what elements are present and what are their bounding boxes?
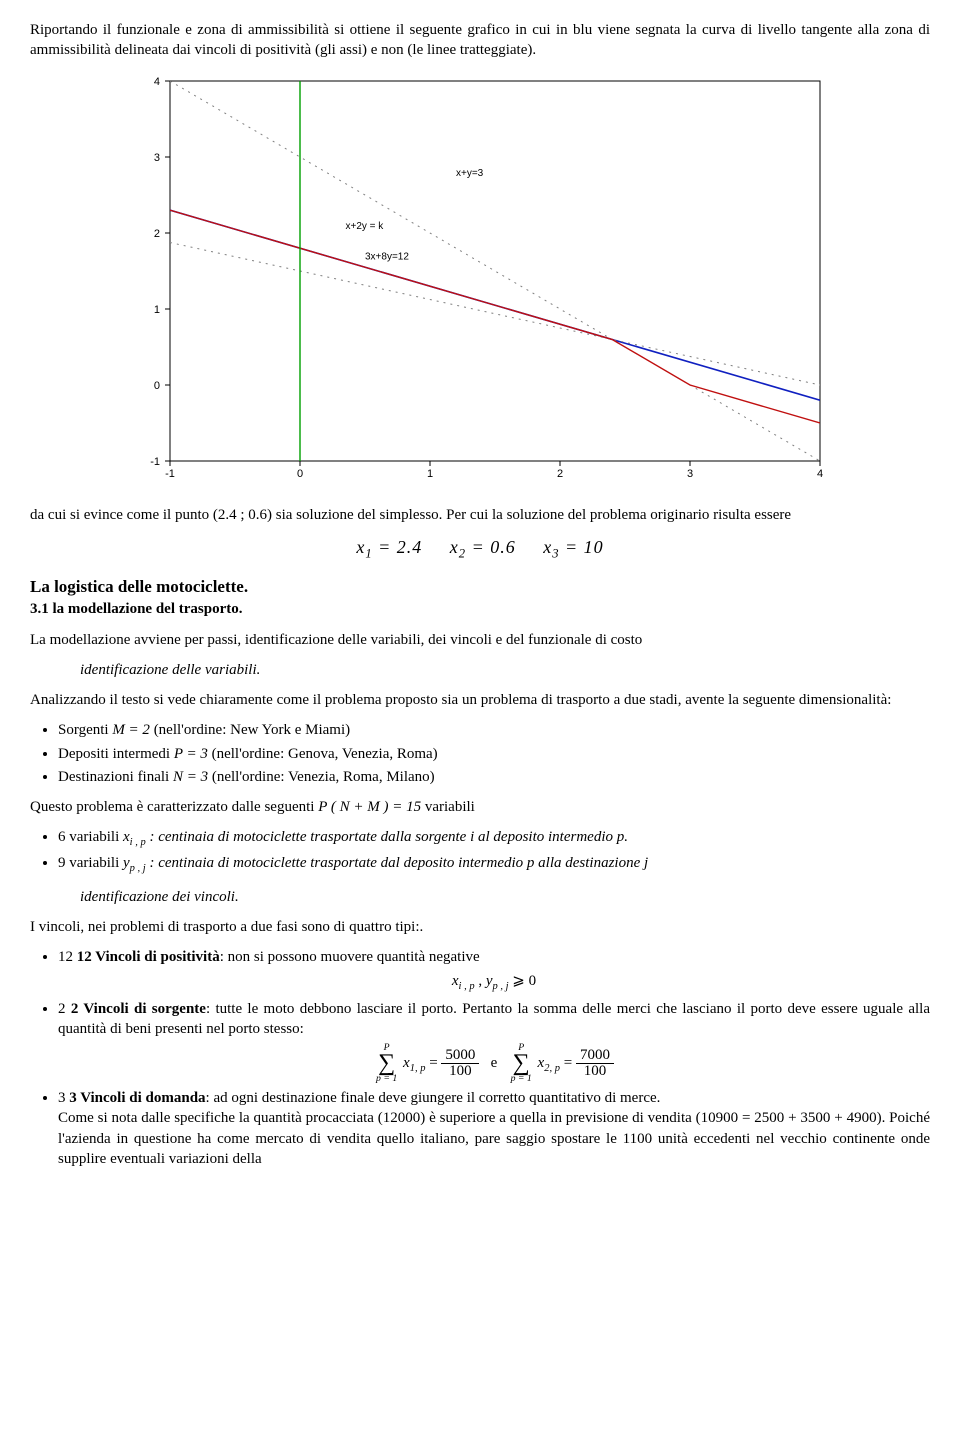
frac1-num: 5000 [441, 1048, 479, 1064]
constraints-intro: I vincoli, nei problemi di trasporto a d… [30, 917, 930, 937]
v1-eq: xi , p , yp , j ⩾ 0 [58, 971, 930, 994]
two-stage-paragraph: Analizzando il testo si vede chiaramente… [30, 690, 930, 710]
dim-item: Sorgenti M = 2 (nell'ordine: New York e … [58, 720, 930, 740]
constraint-positivity: 12 12 Vincoli di positività: non si poss… [58, 947, 930, 994]
constraint-demand: 3 3 Vincoli di domanda: ad ogni destinaz… [58, 1088, 930, 1169]
char-pre: Questo problema è caratterizzato dalle s… [30, 799, 318, 815]
v3-count: 3 [58, 1090, 69, 1106]
svg-text:1: 1 [427, 468, 433, 480]
svg-text:4: 4 [817, 468, 823, 480]
v3-para: Come si nota dalle specifiche la quantit… [58, 1110, 930, 1167]
v2-eq: P ∑ p = 1 x1, p = 5000 100 e P ∑ p = 1 x… [58, 1043, 930, 1084]
svg-text:x+2y = k: x+2y = k [346, 221, 385, 232]
solution-equation: x1 = 2.4 x2 = 0.6 x3 = 10 [30, 535, 930, 563]
frac1-den: 100 [441, 1064, 479, 1079]
constraint-source: 2 2 Vincoli di sorgente: tutte le moto d… [58, 999, 930, 1085]
variables-list: 6 variabili xi , p : centinaia di motoci… [58, 827, 930, 876]
svg-text:1: 1 [154, 304, 160, 316]
v2-label: 2 Vincoli di sorgente [71, 1001, 206, 1017]
v1-text: : non si possono muovere quantità negati… [220, 949, 480, 965]
var-item: 6 variabili xi , p : centinaia di motoci… [58, 827, 930, 850]
char-math: P ( N + M ) = 15 [318, 799, 421, 815]
v3-label: 3 Vincoli di domanda [69, 1090, 205, 1106]
svg-text:3: 3 [154, 152, 160, 164]
intro-paragraph: Riportando il funzionale e zona di ammis… [30, 20, 930, 61]
ident-variabili: identificazione delle variabili. [80, 660, 930, 680]
sum-bot-2: p = 1 [511, 1074, 532, 1084]
v3-text: : ad ogni destinazione finale deve giung… [206, 1090, 661, 1106]
var-item: 9 variabili yp , j : centinaia di motoci… [58, 853, 930, 876]
v2-mid: e [491, 1055, 498, 1071]
dim-item: Depositi intermedi P = 3 (nell'ordine: G… [58, 744, 930, 764]
svg-text:0: 0 [297, 468, 303, 480]
svg-text:3: 3 [687, 468, 693, 480]
after-chart-paragraph: da cui si evince come il punto (2.4 ; 0.… [30, 505, 930, 525]
dim-item: Destinazioni finali N = 3 (nell'ordine: … [58, 767, 930, 787]
svg-text:-1: -1 [165, 468, 175, 480]
svg-text:3x+8y=12: 3x+8y=12 [365, 251, 409, 262]
svg-text:4: 4 [154, 76, 160, 88]
subsection-title: 3.1 la modellazione del trasporto. [30, 599, 930, 619]
admissibility-chart: -1 0 1 2 3 4 -1 0 1 2 3 4 x+y=3 x+2y = k 3x+8y=12 [30, 71, 930, 491]
characterization-paragraph: Questo problema è caratterizzato dalle s… [30, 797, 930, 817]
svg-text:2: 2 [154, 228, 160, 240]
modeling-paragraph: La modellazione avviene per passi, ident… [30, 630, 930, 650]
section-title: La logistica delle motociclette. [30, 576, 930, 599]
v1-label: 12 Vincoli di positività [77, 949, 220, 965]
svg-text:-1: -1 [150, 456, 160, 468]
v1-count: 12 [58, 949, 77, 965]
svg-text:2: 2 [557, 468, 563, 480]
ident-vincoli: identificazione dei vincoli. [80, 887, 930, 907]
char-post: variabili [425, 799, 475, 815]
frac2-den: 100 [576, 1064, 614, 1079]
v2-count: 2 [58, 1001, 71, 1017]
sum-bot: p = 1 [376, 1074, 397, 1084]
svg-text:0: 0 [154, 380, 160, 392]
constraints-list: 12 12 Vincoli di positività: non si poss… [58, 947, 930, 1169]
frac2-num: 7000 [576, 1048, 614, 1064]
svg-text:x+y=3: x+y=3 [456, 168, 484, 179]
dimensions-list: Sorgenti M = 2 (nell'ordine: New York e … [58, 720, 930, 787]
